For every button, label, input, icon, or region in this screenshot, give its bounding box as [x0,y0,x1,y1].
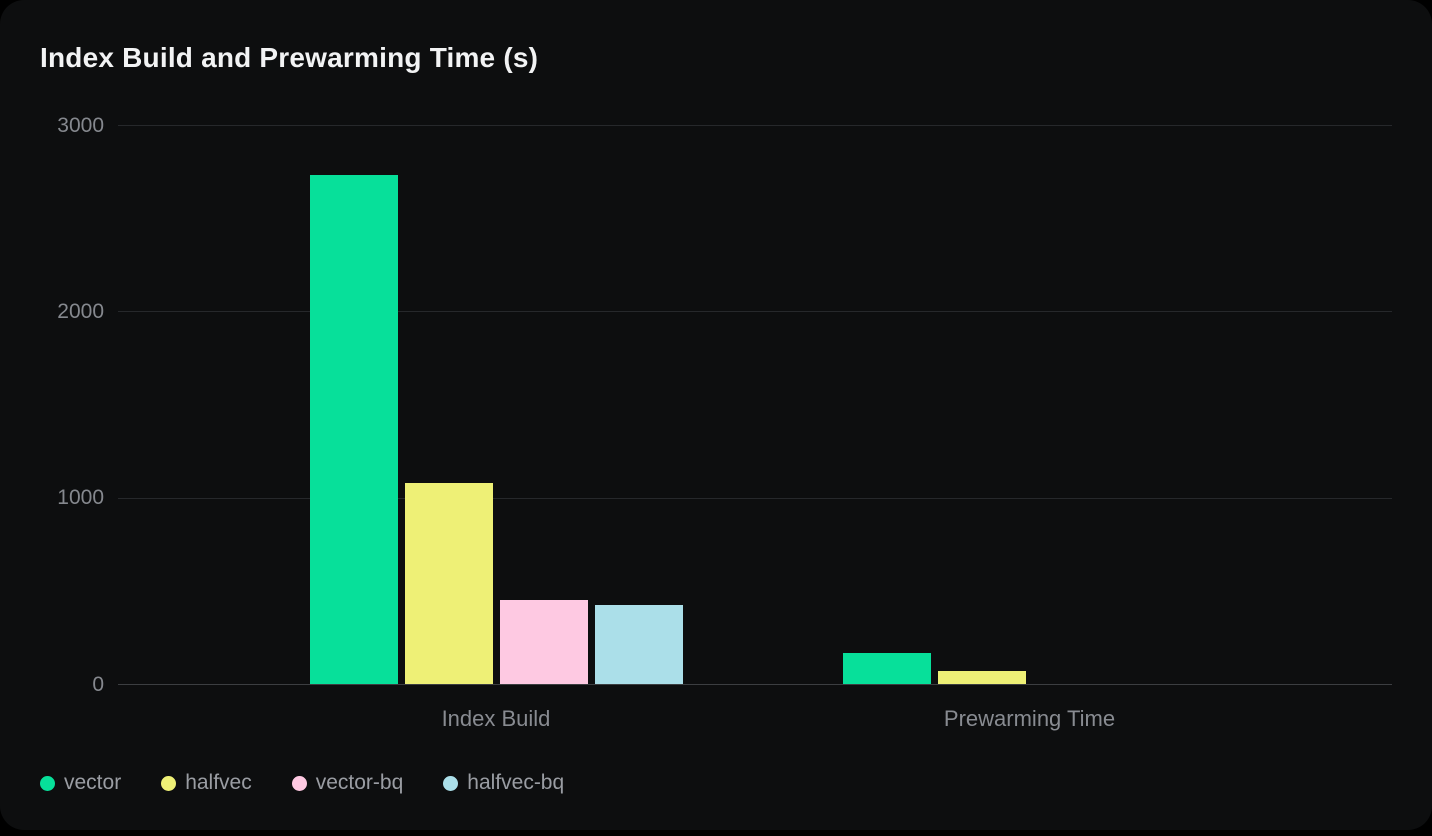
legend-dot-vector [40,775,55,791]
legend-dot-halfvec-bq [443,775,459,791]
gridline-1000 [118,497,1392,499]
bar-vector-bq-index-build[interactable] [499,600,588,684]
legend-label-halfvec: halfvec [185,771,252,794]
bar-halfvec-index-build[interactable] [404,482,493,684]
legend-label-vector: vector [64,771,122,794]
legend-item-vector-bq[interactable]: vector-bq [291,771,404,795]
gridline-2000 [118,311,1392,313]
y-axis-tick-3000: 3000 [57,113,104,137]
x-axis-label-prewarming-time: Prewarming Time [943,706,1116,731]
bar-halfvec-bq-index-build[interactable] [594,604,683,684]
gridline-3000 [118,125,1392,126]
legend-item-halfvec[interactable]: halfvec [161,771,252,795]
y-axis-tick-2000: 2000 [57,299,104,323]
y-axis-tick-1000: 1000 [57,486,104,510]
gridline-0 [118,684,1392,685]
chart-title: Index Build and Prewarming Time (s) [40,42,539,73]
bar-halfvec-prewarming-time[interactable] [938,670,1026,684]
bar-vector-index-build[interactable] [309,175,398,684]
bar-vector-prewarming-time[interactable] [843,653,931,684]
legend: vector halfvec vector-bq halfvec-bq [40,771,564,795]
y-axis-tick-0: 0 [92,672,104,696]
x-axis-label-index-build: Index Build [441,706,551,731]
legend-label-halfvec-bq: halfvec-bq [467,771,565,794]
legend-dot-halfvec [161,775,177,791]
legend-label-vector-bq: vector-bq [315,771,404,794]
legend-dot-vector-bq [291,775,307,791]
legend-item-halfvec-bq[interactable]: halfvec-bq [443,771,564,795]
legend-item-vector[interactable]: vector [40,771,121,795]
